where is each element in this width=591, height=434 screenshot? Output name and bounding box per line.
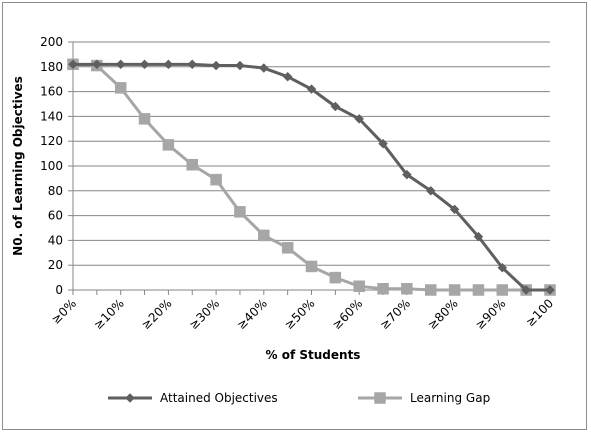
y-tick-label: 60 <box>48 209 63 223</box>
data-point <box>449 204 460 215</box>
data-point <box>115 59 126 70</box>
data-point <box>139 59 150 70</box>
x-tick-label: ≥60% <box>329 296 365 332</box>
series-line <box>73 62 550 292</box>
axes <box>68 41 551 295</box>
y-axis-title: N0. of Learning Objectives <box>11 76 25 256</box>
data-point <box>234 206 246 218</box>
x-tick-label: ≥20% <box>139 296 175 332</box>
legend-item: Attained Objectives <box>108 391 278 405</box>
data-point <box>306 84 317 94</box>
data-point <box>496 284 509 296</box>
x-tick-labels: ≥0% ≥10% ≥20% ≥30% ≥40% ≥50% ≥60% ≥70% ≥80% ≥90% ≥… <box>49 296 556 332</box>
data-point <box>329 271 342 284</box>
y-tick-label: 20 <box>48 258 63 272</box>
data-point <box>472 284 485 296</box>
y-tick-label: 0 <box>55 283 63 297</box>
data-point <box>114 82 127 94</box>
legend-swatch-marker <box>125 393 135 403</box>
gridlines <box>73 41 550 291</box>
y-tick-label: 80 <box>48 184 63 198</box>
y-tick-label: 120 <box>40 134 63 148</box>
x-tick-label: ≥40% <box>234 296 270 332</box>
data-point <box>497 262 508 273</box>
x-tick-label: ≥10% <box>91 296 127 332</box>
data-point <box>330 101 341 112</box>
data-point <box>282 71 293 82</box>
data-point <box>91 59 102 70</box>
y-tick-labels: 0 20 40 60 80 100 120 140 160 180 200 <box>40 35 63 297</box>
x-tick-label: ≥90% <box>473 296 509 332</box>
y-tick-label: 100 <box>40 159 63 173</box>
data-point <box>545 285 555 295</box>
data-point <box>162 139 175 151</box>
data-point <box>378 138 388 149</box>
x-axis-title: % of Students <box>266 348 361 362</box>
data-point <box>377 283 389 295</box>
legend-swatch-marker <box>374 392 386 404</box>
data-point <box>281 242 294 254</box>
data-point <box>354 114 365 124</box>
data-point <box>210 173 222 186</box>
data-point <box>402 169 412 180</box>
legend-label: Attained Objectives <box>160 391 278 405</box>
y-tick-label: 40 <box>48 233 63 247</box>
x-tick-label: ≥0% <box>49 296 79 326</box>
data-point <box>235 60 245 71</box>
legend-label: Learning Gap <box>410 391 490 405</box>
data-point <box>425 284 437 296</box>
y-tick-label: 140 <box>40 109 63 123</box>
y-tick-label: 160 <box>40 85 63 99</box>
data-point <box>448 284 461 296</box>
x-tick-label: ≥30% <box>186 296 222 332</box>
data-point <box>138 113 151 125</box>
data-point <box>473 231 484 242</box>
data-point <box>425 185 436 196</box>
legend-item: Learning Gap <box>358 391 490 405</box>
data-point <box>353 280 365 293</box>
data-point <box>187 59 198 70</box>
data-point <box>211 60 221 71</box>
data-point <box>258 229 270 242</box>
data-point <box>163 59 174 70</box>
legend: Attained Objectives Learning Gap <box>108 391 490 405</box>
x-tick-label: ≥70% <box>377 296 413 332</box>
data-point <box>305 260 318 273</box>
data-point <box>521 285 532 295</box>
data-point <box>186 159 198 171</box>
x-tick-label: ≥80% <box>425 296 461 332</box>
x-tick-label: ≥100 <box>523 296 556 329</box>
series-attained-objectives <box>68 59 555 295</box>
series-line <box>72 62 550 292</box>
y-tick-label: 200 <box>40 35 63 49</box>
series-learning-gap <box>67 58 556 296</box>
data-point <box>401 283 413 295</box>
data-point <box>68 59 78 70</box>
series <box>67 58 556 296</box>
y-tick-label: 180 <box>40 60 63 74</box>
x-tick-label: ≥50% <box>282 296 318 332</box>
data-point <box>258 63 269 73</box>
